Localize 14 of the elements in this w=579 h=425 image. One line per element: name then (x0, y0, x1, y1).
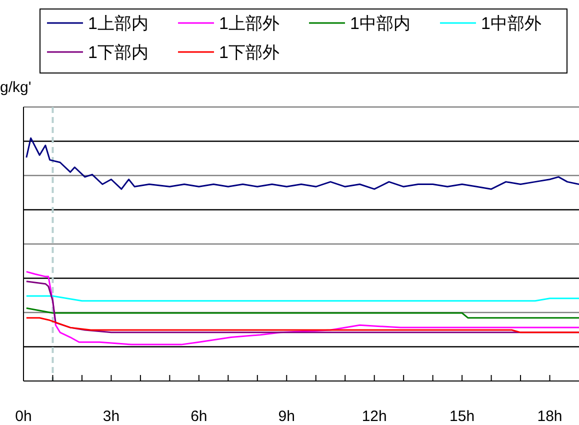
x-tick-label: 6h (190, 408, 208, 425)
x-tick-label: 18h (537, 408, 562, 425)
legend-label: 1下部内 (88, 43, 148, 62)
legend-label: 1上部内 (88, 14, 148, 33)
y-axis-title: g/kg' (0, 79, 32, 96)
legend-label: 1上部外 (219, 14, 280, 33)
text: 0h (15, 408, 32, 425)
x-tick-label: 12h (362, 408, 387, 425)
x-tick-label: 3h (102, 408, 120, 425)
legend-label: 1中部外 (481, 14, 542, 33)
x-tick-label: 15h (450, 408, 475, 425)
x-tick-label: 9h (278, 408, 295, 425)
legend-label: 1中部内 (350, 14, 410, 33)
legend-label: 1下部外 (219, 43, 280, 62)
